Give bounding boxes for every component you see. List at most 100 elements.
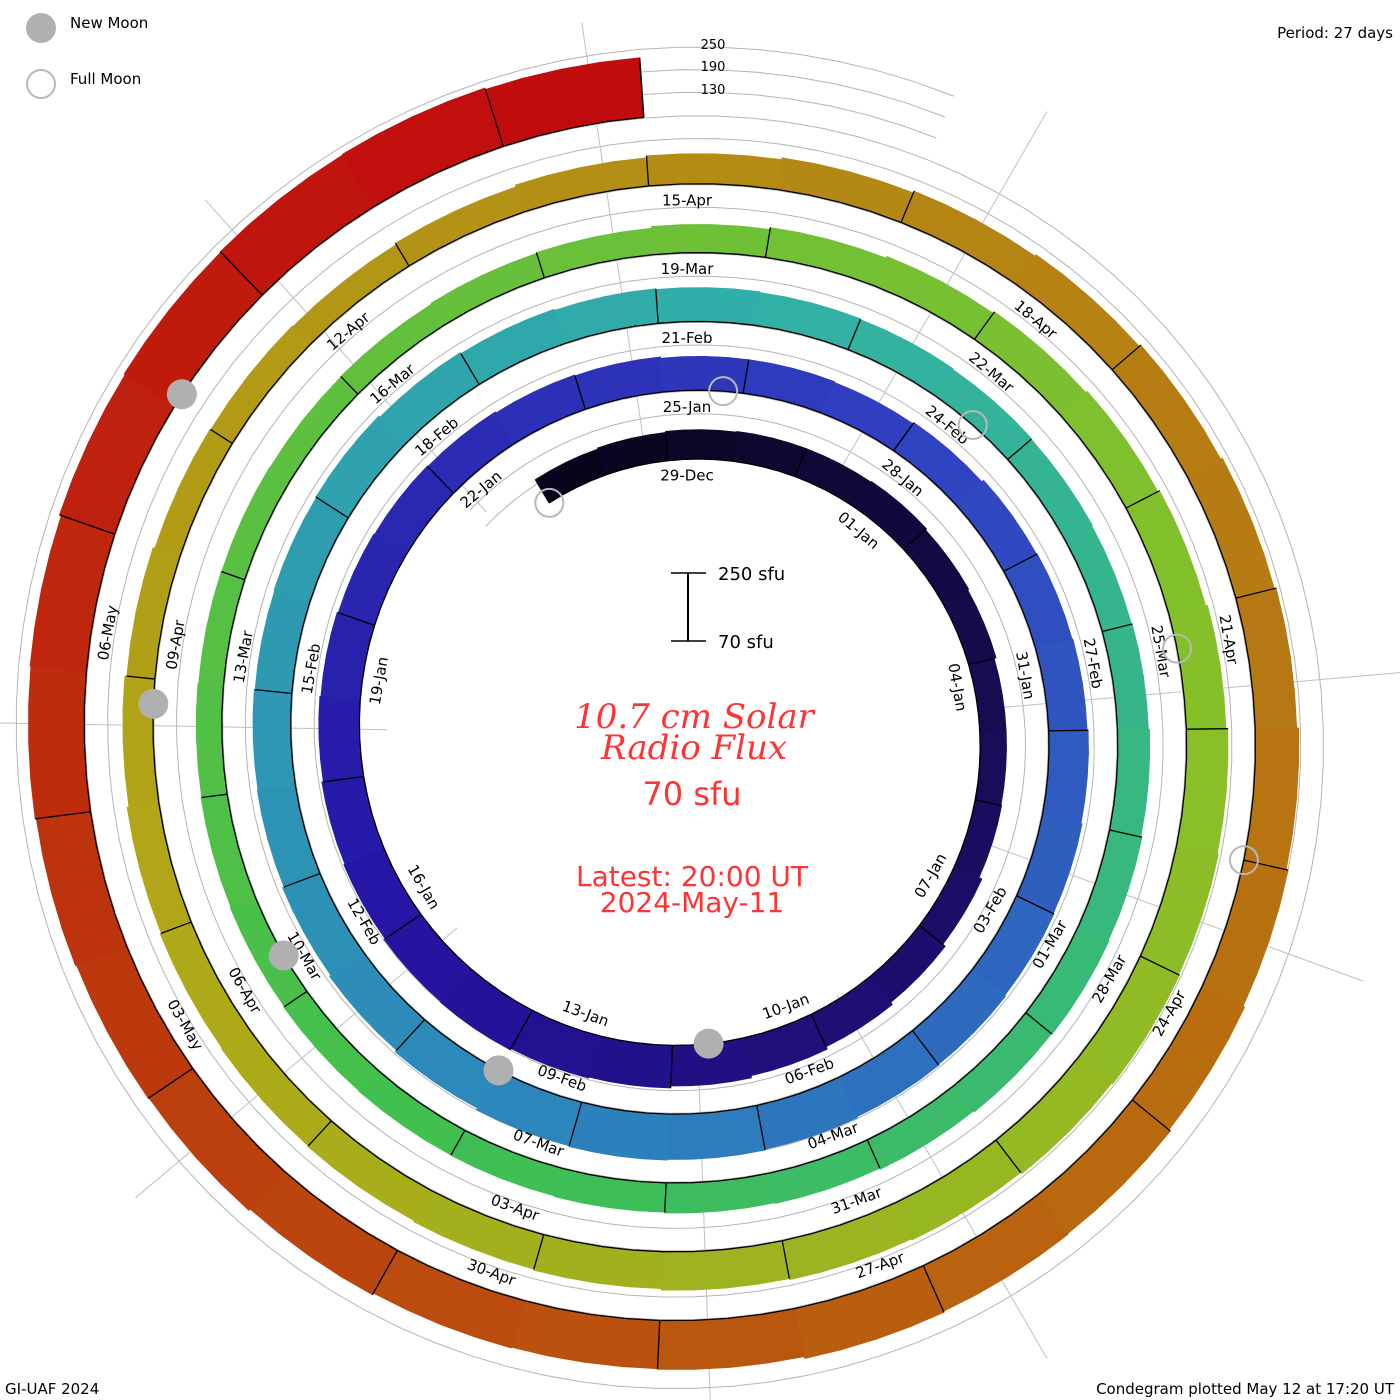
day-separator [764, 227, 772, 258]
day-separator [59, 514, 115, 535]
day-separator [533, 1234, 545, 1270]
flux-bar-day [753, 292, 862, 350]
flux-bar-day [200, 793, 256, 908]
new-moon-marker [693, 1028, 724, 1059]
latest-date: 2024-May-11 [600, 886, 785, 919]
day-separator [283, 872, 321, 888]
band-end [638, 57, 645, 118]
flux-bar-day [1235, 587, 1298, 729]
flux-bar-day [430, 252, 545, 326]
flux-bar-day [1201, 859, 1289, 1007]
flux-bar-day [535, 448, 607, 504]
day-separator [664, 1182, 667, 1213]
flux-bar-day [655, 287, 761, 326]
flux-bar-day [252, 689, 296, 791]
day-separator [1025, 1012, 1053, 1035]
day-separator [323, 775, 364, 783]
day-separator [665, 431, 669, 461]
moon-markers [138, 376, 1259, 1086]
day-separator [574, 375, 586, 410]
day-separator [893, 422, 915, 452]
flux-bar-day [776, 157, 914, 223]
date-label: 09-Apr [162, 618, 189, 671]
flux-bar-day [28, 665, 91, 820]
day-separator [147, 1067, 194, 1099]
flux-bands [28, 57, 1299, 1370]
period-label: Period: 27 days [1277, 24, 1393, 42]
day-separator [160, 921, 192, 934]
day-separator [210, 429, 233, 444]
day-separator [900, 190, 915, 223]
day-separator [394, 242, 410, 267]
radial-spoke [836, 994, 1048, 1359]
flux-bar-day [968, 658, 1007, 732]
radial-spoke [135, 927, 458, 1199]
date-label: 06-May [94, 604, 121, 662]
flux-bar-day [1003, 553, 1073, 649]
day-separator [315, 496, 349, 519]
full-moon-legend-label: Full Moon [70, 70, 141, 88]
date-label: 21-Feb [661, 329, 712, 347]
flux-bar-day [485, 57, 645, 147]
full-moon-marker [534, 487, 565, 518]
new-moon-marker [166, 379, 197, 410]
day-separator [450, 1130, 466, 1156]
flux-bar-day [821, 381, 914, 452]
day-separator [307, 1120, 332, 1147]
date-label: 25-Jan [663, 398, 711, 416]
flux-bar-day [256, 785, 321, 888]
date-label: 15-Apr [662, 191, 713, 209]
flux-bar-day [554, 288, 659, 344]
flux-bar-day [794, 1265, 945, 1359]
latest-time: Latest: 20:00 UT [576, 860, 809, 893]
chart-title-line2: Radio Flux [600, 728, 787, 768]
date-label: 04-Jan [944, 662, 970, 713]
day-separator [919, 924, 946, 948]
day-separator [337, 612, 375, 626]
flux-bar-day [731, 430, 808, 477]
flux-bar-day [1078, 829, 1143, 941]
flux-bar-day [154, 428, 233, 558]
day-separator [395, 1019, 426, 1051]
date-label: 25-Mar [1147, 624, 1174, 680]
flux-bar-day [394, 186, 525, 267]
day-separator [371, 1250, 398, 1296]
new-moon-legend-label: New Moon [70, 14, 148, 32]
flux-bar-day [742, 359, 835, 414]
flux-bar-day [59, 374, 175, 535]
radial-spoke [696, 1034, 711, 1400]
date-label: 15-Feb [298, 642, 325, 695]
day-separator [460, 353, 480, 385]
date-label: 13-Mar [230, 628, 257, 684]
day-separator [1102, 623, 1133, 633]
flux-bar-day [1007, 438, 1093, 540]
flux-bar-day [514, 157, 649, 213]
flux-bar-day [511, 1300, 661, 1370]
flux-bar-day [1186, 457, 1275, 599]
day-separator [535, 252, 545, 278]
flux-bar-day [1064, 525, 1132, 632]
flux-bar-day [495, 374, 586, 445]
scale-bar: 250 sfu 70 sfu [671, 564, 785, 653]
day-separator [756, 1105, 766, 1151]
date-label: 29-Dec [660, 467, 714, 485]
ref-level-190: 190 [701, 60, 726, 75]
flux-bar-day [273, 496, 349, 603]
flux-bar-day [372, 1250, 526, 1349]
flux-bar-day [1125, 490, 1207, 616]
date-label: 31-Jan [1012, 650, 1038, 701]
full-moon-marker [1228, 845, 1259, 876]
day-separator [340, 375, 359, 395]
day-separator [219, 251, 263, 296]
day-separator [1125, 490, 1160, 509]
new-moon-marker [138, 688, 169, 719]
full-moon-marker [1162, 633, 1193, 664]
flux-bar-day [597, 432, 669, 476]
day-separator [1140, 955, 1180, 976]
ref-line-190 [38, 69, 1302, 1367]
day-separator [34, 811, 91, 820]
date-label: 21-Apr [1215, 613, 1242, 666]
day-separator [975, 799, 1002, 807]
baseline-70sfu [83, 116, 1256, 1322]
day-separator [509, 1009, 533, 1051]
